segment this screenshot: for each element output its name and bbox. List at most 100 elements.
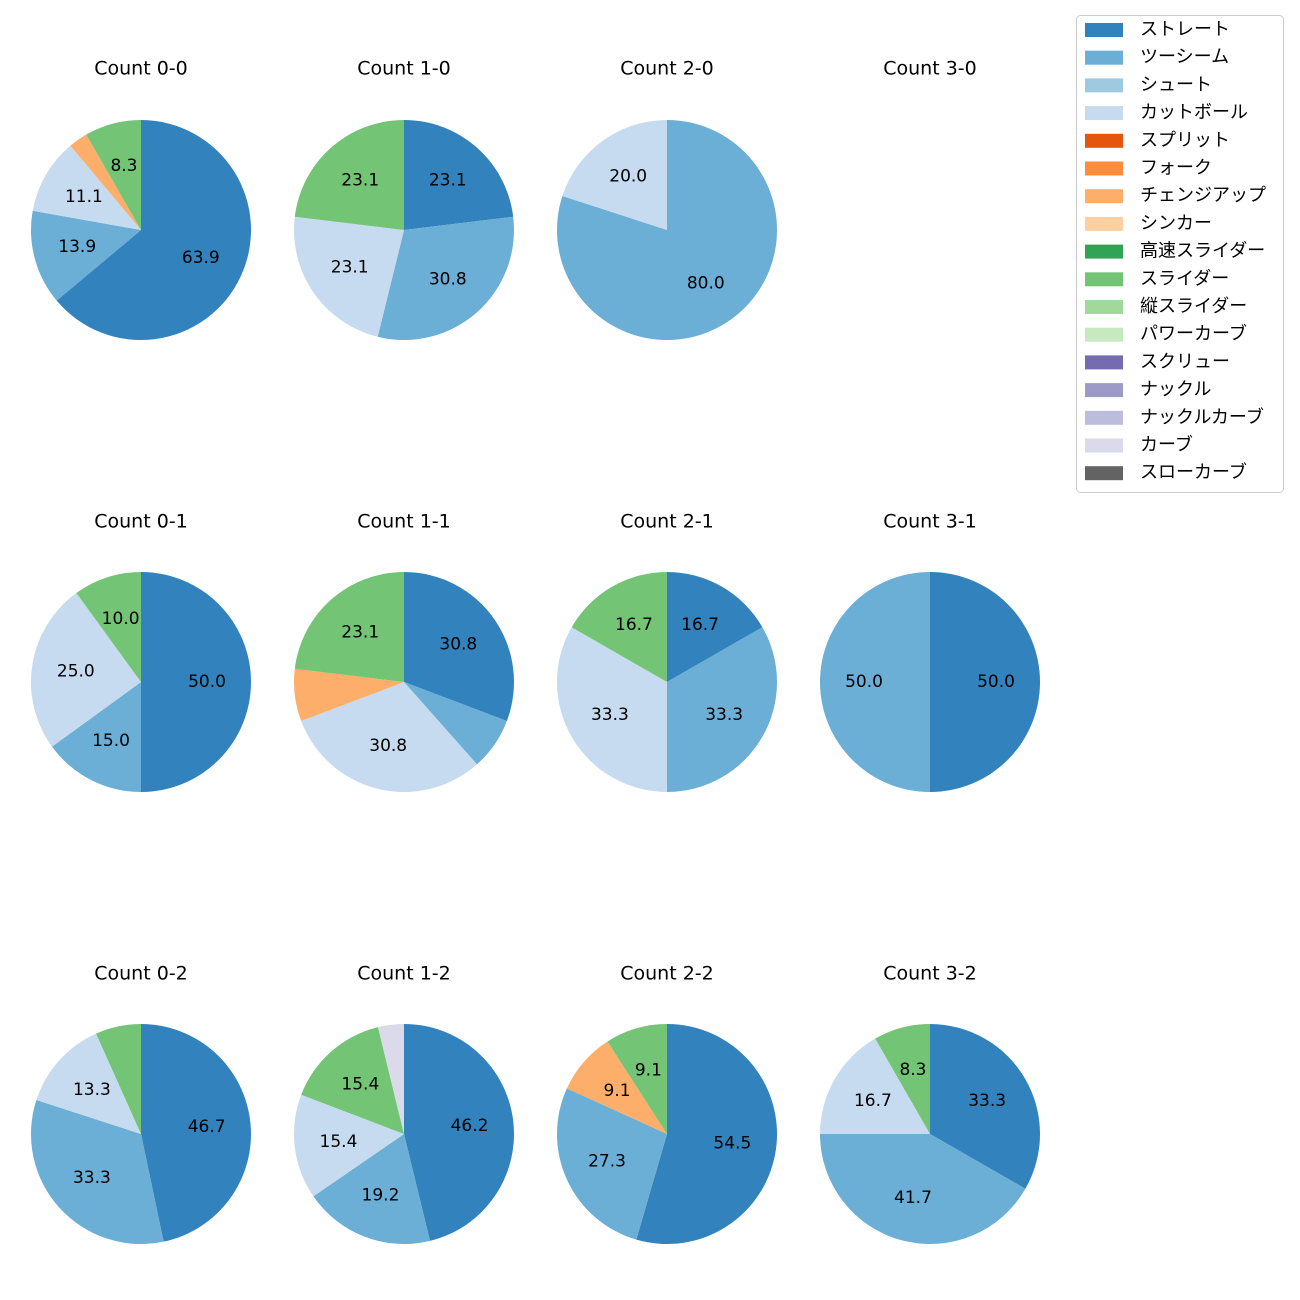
slice-label: 50.0 <box>845 672 883 692</box>
pie-slice-ツーシーム <box>313 1134 431 1244</box>
pie-slice-ストレート <box>930 1024 1041 1189</box>
slice-label: 23.1 <box>429 171 467 191</box>
legend-swatch <box>1085 106 1123 121</box>
pie-slice-カットボール <box>36 1033 141 1134</box>
pie-slice-カーブ <box>377 1024 404 1134</box>
pie-slice-スライダー <box>86 120 141 230</box>
slice-label: 10.0 <box>102 609 140 629</box>
pie-slice-ツーシーム <box>377 216 515 340</box>
pie-title: Count 2-0 <box>620 58 714 80</box>
slice-label: 8.3 <box>899 1060 926 1080</box>
legend-item: ツーシーム <box>1085 47 1229 68</box>
slice-label: 23.1 <box>341 171 379 191</box>
pie-slice-カットボール <box>301 682 477 793</box>
legend-label: 縦スライダー <box>1140 296 1247 317</box>
legend-item: パワーカーブ <box>1085 323 1247 345</box>
legend-label: 高速スライダー <box>1140 241 1265 262</box>
legend-swatch <box>1085 23 1123 37</box>
pie-10: Count 1-2 46.2 19.2 15.4 15.4 <box>293 963 514 1244</box>
slice-label: 9.1 <box>604 1081 631 1101</box>
pie-slice-カットボール <box>293 1094 404 1197</box>
slice-label: 80.0 <box>687 273 725 293</box>
slice-label: 30.8 <box>439 635 477 655</box>
slice-label: 16.7 <box>854 1091 892 1111</box>
legend-swatch <box>1085 410 1123 425</box>
legend-label: スクリュー <box>1140 351 1230 372</box>
pie-slice-スライダー <box>96 1024 141 1134</box>
slice-label: 63.9 <box>182 248 220 268</box>
pie-3: Count 2-0 80.0 20.0 <box>556 58 777 340</box>
legend-item: ナックル <box>1085 379 1211 400</box>
legend-item: フォーク <box>1085 158 1212 179</box>
legend: ストレートツーシームシュートカットボールスプリットフォークチェンジアップシンカー… <box>1076 15 1284 493</box>
legend-item: カーブ <box>1085 434 1193 456</box>
legend-item: ナックルカーブ <box>1085 406 1264 428</box>
slice-label: 33.3 <box>968 1091 1006 1111</box>
slice-label: 23.1 <box>341 623 379 643</box>
pie-slice-ストレート <box>930 572 1040 792</box>
legend-swatch <box>1085 272 1123 287</box>
pie-slice-ストレート <box>404 120 514 230</box>
pie-title: Count 2-1 <box>620 511 714 533</box>
slice-label: 30.8 <box>369 736 407 756</box>
legend-swatch <box>1085 300 1123 314</box>
legend-label: スローカーブ <box>1140 461 1247 483</box>
pie-slice-スライダー <box>571 572 667 682</box>
legend-item: シンカー <box>1085 213 1212 234</box>
legend-swatch <box>1085 161 1123 176</box>
pie-title: Count 1-2 <box>357 963 451 985</box>
pie-slice-ストレート <box>404 1024 514 1241</box>
pie-slice-カットボール <box>820 1038 930 1134</box>
legend-swatch <box>1085 244 1123 259</box>
pie-slice-チェンジアップ <box>70 134 141 230</box>
legend-item: スプリット <box>1085 130 1230 151</box>
pie-7: Count 2-1 16.7 33.3 33.3 16.7 <box>556 511 778 793</box>
pie-slice-スライダー <box>76 572 141 682</box>
pie-slice-ツーシーム <box>30 1100 164 1244</box>
pie-12: Count 3-2 33.3 41.7 16.7 8.3 <box>820 963 1041 1245</box>
slice-label: 15.4 <box>320 1132 358 1152</box>
slice-label: 11.1 <box>65 187 103 207</box>
slice-label: 50.0 <box>188 672 226 692</box>
pie-slice-ストレート <box>141 1024 251 1242</box>
pie-slice-ツーシーム <box>557 1088 667 1240</box>
legend-item: チェンジアップ <box>1085 185 1266 206</box>
legend-item: カットボール <box>1085 102 1248 123</box>
legend-label: ツーシーム <box>1140 47 1229 68</box>
pie-slice-ツーシーム <box>52 682 142 792</box>
slice-label: 16.7 <box>681 615 719 635</box>
pie-title: Count 3-2 <box>883 963 977 985</box>
slice-label: 41.7 <box>894 1188 932 1208</box>
pie-title: Count 1-0 <box>357 58 451 80</box>
slice-label: 20.0 <box>609 167 647 187</box>
pie-title: Count 0-2 <box>94 963 188 985</box>
pie-slice-ツーシーム <box>820 572 930 792</box>
pie-8: Count 3-1 50.0 50.0 <box>820 511 1040 792</box>
legend-label: パワーカーブ <box>1140 323 1247 345</box>
pie-slice-ツーシーム <box>820 1134 1026 1245</box>
pie-slice-カットボール <box>556 627 667 792</box>
pie-title: Count 0-1 <box>94 511 188 533</box>
legend-swatch <box>1085 383 1123 398</box>
pie-slice-ストレート <box>56 119 252 340</box>
pie-slice-カットボール <box>562 120 667 230</box>
pie-slice-カットボール <box>30 593 141 747</box>
pie-title: Count 1-1 <box>357 511 451 533</box>
slice-label: 13.9 <box>58 237 96 257</box>
legend-label: ナックルカーブ <box>1140 406 1264 428</box>
pie-title: Count 3-1 <box>883 511 977 533</box>
legend-item: 縦スライダー <box>1085 296 1247 317</box>
slice-label: 50.0 <box>977 672 1015 692</box>
slice-label: 33.3 <box>591 705 629 725</box>
pie-slice-チェンジアップ <box>293 668 404 722</box>
pie-5: Count 0-1 50.0 15.0 25.0 10.0 <box>30 511 251 792</box>
pie-4: Count 3-0 <box>883 58 977 80</box>
slice-label: 19.2 <box>362 1186 400 1206</box>
slice-label: 33.3 <box>73 1168 111 1188</box>
legend-label: スライダー <box>1140 268 1229 289</box>
slice-label: 33.3 <box>705 705 743 725</box>
slice-label: 25.0 <box>57 662 95 682</box>
slice-label: 15.4 <box>341 1074 379 1094</box>
slice-label: 54.5 <box>713 1133 751 1153</box>
